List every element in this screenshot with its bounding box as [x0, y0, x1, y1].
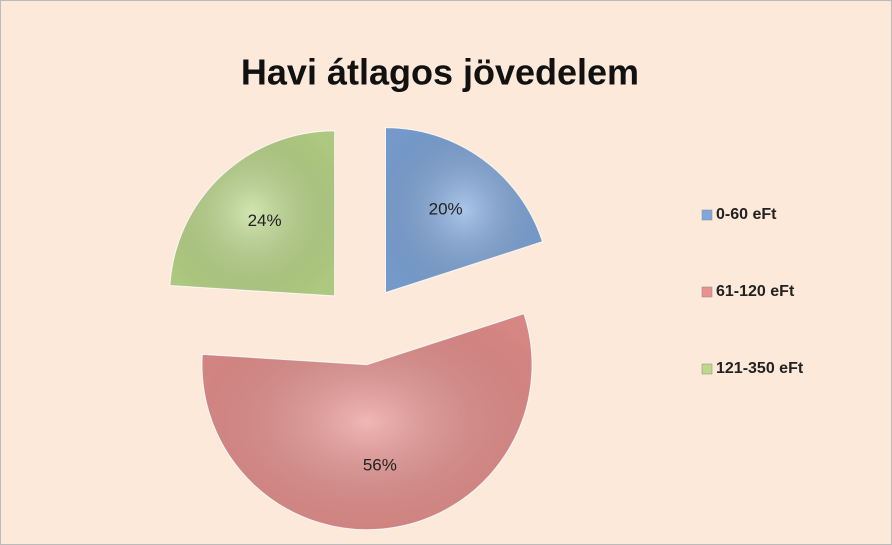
legend-swatch — [701, 209, 713, 221]
legend-label: 0-60 eFt — [716, 206, 777, 223]
value-label: 56% — [363, 456, 397, 475]
value-label: 24% — [248, 211, 282, 230]
value-label: 20% — [429, 199, 463, 218]
chart-title: Havi átlagos jövedelem — [241, 52, 639, 93]
legend-swatch — [701, 286, 713, 298]
legend-label: 61-120 eFt — [716, 283, 795, 300]
legend-swatch — [701, 363, 713, 375]
legend-label: 121-350 eFt — [716, 360, 804, 377]
